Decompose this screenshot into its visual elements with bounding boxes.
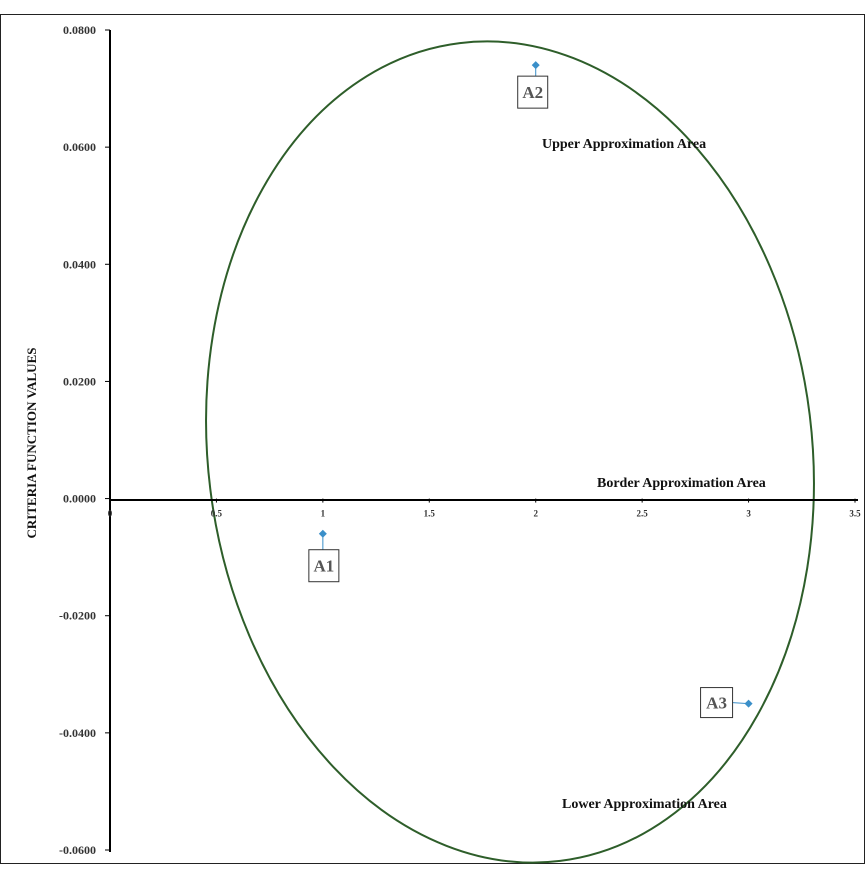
y-tick-label: 0.0600: [63, 140, 96, 154]
y-axis-label: CRITERIA FUNCTION VALUES: [24, 348, 39, 539]
y-tick-label: -0.0400: [59, 726, 96, 740]
point-label: A3: [706, 694, 727, 713]
point-label-box: [700, 687, 734, 719]
x-tick-label: 3: [746, 509, 751, 519]
lower-approximation-label: Lower Approximation Area: [562, 797, 727, 812]
approximation-ellipse: [205, 40, 815, 864]
x-tick-label: 1: [321, 509, 326, 519]
y-tick-label: -0.0200: [59, 609, 96, 623]
y-tick-label: 0.0800: [63, 23, 96, 37]
y-tick-label: -0.0600: [59, 843, 96, 857]
upper-approximation-label: Upper Approximation Area: [542, 137, 706, 152]
point-label-box: [517, 75, 549, 109]
data-points: A1 A2 A3: [308, 61, 753, 719]
x-tick-label: 0: [108, 509, 113, 519]
point-a1: A1: [308, 529, 340, 583]
x-tick-label: 1.5: [424, 509, 436, 519]
point-a3: A3: [700, 687, 753, 719]
point-a2: A2: [517, 61, 549, 109]
chart-border: [0, 14, 865, 864]
point-marker: [531, 61, 540, 70]
y-tick-label: 0.0200: [63, 374, 96, 388]
point-label: A1: [313, 557, 334, 576]
x-tick-label: 3.5: [849, 509, 861, 519]
y-tick-label: 0.0000: [63, 492, 96, 506]
x-ticks: 0 0.5 1 1.5 2 2.5 3 3.5: [108, 498, 861, 519]
y-tick-label: 0.0400: [63, 257, 96, 271]
y-ticks: 0.0800 0.0600 0.0400 0.0200 0.0000 -0.0200 -0.…: [59, 23, 110, 857]
point-label-box: [308, 549, 340, 583]
x-tick-label: 2.5: [637, 509, 649, 519]
border-approximation-label: Border Approximation Area: [597, 476, 766, 491]
point-label: A2: [522, 83, 543, 102]
point-marker: [744, 699, 753, 708]
x-tick-label: 0.5: [211, 509, 223, 519]
x-tick-label: 2: [533, 509, 538, 519]
point-marker: [318, 529, 327, 538]
